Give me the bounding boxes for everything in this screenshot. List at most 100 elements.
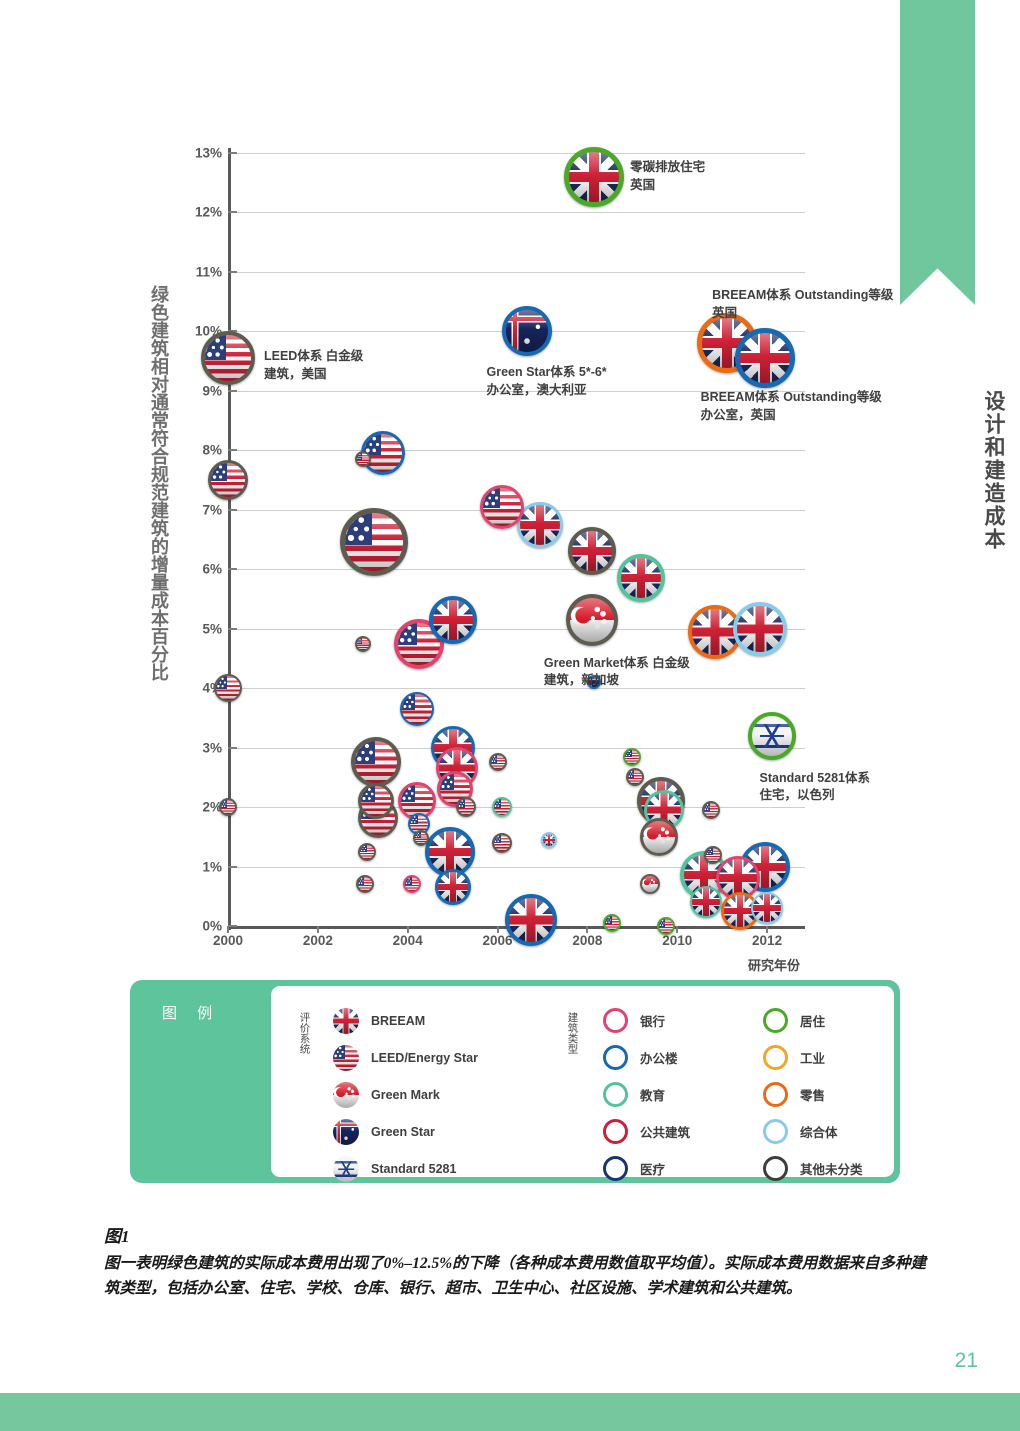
legend-building-item[interactable]: 医疗: [603, 1156, 665, 1181]
legend-rating-header: 评价系统: [298, 1012, 311, 1054]
legend-rating-label: Green Mark: [371, 1088, 440, 1102]
chart-bubble-uk-office: [425, 826, 476, 877]
gridline: [228, 390, 805, 392]
annotation-au-green-star: Green Star体系 5*-6* 办公室，澳大利亚: [486, 365, 607, 398]
chart-bubble-uk-resident: [564, 146, 625, 207]
x-tick-mark: [227, 926, 229, 933]
legend-building-label: 医疗: [640, 1163, 666, 1177]
y-tick-label: 8%: [202, 442, 222, 458]
y-tick-mark: [228, 449, 237, 452]
chart-bubble-sg-other: [565, 593, 618, 646]
chart-bubble-uk-retail: [721, 892, 760, 931]
annotation-uk-breeam-outstanding-office: BREEAM体系 Outstanding等级 办公室，英国: [700, 390, 882, 422]
annotation-uk-breeam-outstanding-top: BREEAM体系 Outstanding等级 英国: [712, 288, 894, 321]
x-tick-mark: [406, 926, 409, 933]
chart-bubble-us-other: [701, 801, 720, 820]
y-tick-label: 9%: [202, 383, 222, 399]
legend-inner-panel: 评价系统 建筑类型 BREEAM LEED/Energy Star Green Ma…: [270, 985, 895, 1182]
y-tick-mark: [228, 389, 237, 392]
flag-uk-icon: [333, 1008, 359, 1034]
gridline: [228, 628, 805, 630]
legend-rating-item[interactable]: LEED/Energy Star: [333, 1045, 478, 1071]
legend-building-item[interactable]: 居住: [763, 1008, 825, 1033]
chart-bubble-uk-education: [690, 886, 723, 919]
legend-rating-item[interactable]: Standard 5281: [333, 1156, 456, 1182]
bubble-chart: 绿色建筑相对通常符合规范建筑的增量成本百分比 研究年份 0% 1% 2% 3% 4% 5%…: [149, 145, 894, 974]
legend-building-header: 建筑类型: [566, 1012, 579, 1054]
legend-building-item[interactable]: 其他未分类: [763, 1156, 863, 1181]
chart-bubble-uk-education: [617, 554, 666, 603]
legend-rating-label: Green Star: [371, 1125, 435, 1139]
x-tick-label: 2002: [302, 933, 333, 948]
legend-ring-icon: [603, 1045, 628, 1070]
legend-ring-icon: [603, 1119, 628, 1144]
legend-building-label: 综合体: [800, 1126, 838, 1140]
chart-bubble-us-office: [399, 691, 434, 726]
chart-bubble-us-bank: [436, 771, 473, 808]
y-tick-label: 11%: [195, 264, 222, 280]
bottom-green-bar: [0, 1393, 1020, 1431]
chart-bubble-us-other: [356, 875, 374, 894]
legend-building-item[interactable]: 银行: [603, 1008, 665, 1033]
y-axis-title: 绿色建筑相对通常符合规范建筑的增量成本百分比: [149, 285, 169, 681]
chart-bubble-us-other: [488, 753, 507, 772]
y-tick-label: 6%: [202, 561, 222, 577]
gridline: [228, 688, 805, 690]
x-tick-label: 2000: [212, 933, 244, 948]
legend-building-item[interactable]: 教育: [603, 1082, 665, 1107]
legend-ring-icon: [763, 1045, 788, 1070]
y-tick-label: 0%: [202, 918, 222, 934]
legend-ring-icon: [603, 1082, 628, 1107]
legend-ring-icon: [763, 1119, 788, 1144]
x-tick-label: 2010: [662, 933, 693, 948]
star-of-david-icon: [759, 723, 784, 748]
y-tick-label: 5%: [202, 621, 222, 637]
gridline: [228, 153, 805, 154]
legend-ring-icon: [603, 1008, 628, 1033]
legend-building-item[interactable]: 公共建筑: [603, 1119, 690, 1144]
y-tick-mark: [228, 627, 237, 630]
y-tick-mark: [228, 925, 237, 927]
flag-au-icon: [333, 1119, 359, 1145]
x-tick-mark: [316, 926, 319, 933]
legend-building-item[interactable]: 办公楼: [603, 1045, 678, 1070]
legend-building-item[interactable]: 零售: [763, 1082, 825, 1107]
page-number: 21: [954, 1349, 978, 1372]
chart-bubble-us-resident: [656, 917, 675, 935]
legend-ring-icon: [763, 1082, 788, 1107]
legend-rating-label: Standard 5281: [371, 1162, 457, 1176]
legend-rating-item[interactable]: BREEAM: [333, 1008, 425, 1034]
chart-bubble-us-education: [492, 797, 513, 818]
chart-bubble-us-other: [492, 832, 513, 853]
legend-building-label: 办公楼: [640, 1052, 678, 1066]
chart-bubble-us-bank: [393, 618, 444, 669]
chart-bubble-us-other: [358, 783, 395, 820]
chart-bubble-us-other: [456, 797, 477, 818]
legend-rating-item[interactable]: Green Star: [333, 1119, 435, 1145]
y-tick-label: 7%: [202, 502, 222, 518]
chart-bubble-uk-office: [434, 869, 471, 906]
legend-building-item[interactable]: 工业: [763, 1045, 825, 1070]
chart-bubble-us-resident: [603, 914, 622, 933]
x-tick-label: 2004: [392, 933, 423, 948]
star-of-david-icon: [338, 1161, 354, 1177]
legend-rating-item[interactable]: Green Mark: [333, 1082, 440, 1108]
annotation-us-leed-platinum: LEED体系 白金级 建筑，美国: [264, 349, 364, 381]
flag-il-icon: [333, 1156, 359, 1182]
figure-caption: 图1 图一表明绿色建筑的实际成本费用出现了0%–12.5%的下降（各种成本费用数…: [104, 1222, 926, 1301]
x-tick-label: 2006: [482, 933, 513, 948]
y-tick-mark: [228, 508, 237, 511]
chart-bubble-uk-mixed: [541, 831, 558, 848]
legend-building-label: 居住: [800, 1015, 826, 1029]
legend-building-item[interactable]: 综合体: [763, 1119, 838, 1144]
legend: 图 例 评价系统 建筑类型 BREEAM LEED/Energy Star Gree…: [130, 980, 900, 1183]
gridline: [228, 450, 805, 452]
chart-bubble-au-office: [587, 675, 602, 690]
x-tick-label: 2008: [572, 933, 603, 948]
chart-bubble-sg-other: [640, 817, 679, 856]
annotation-uk-zero-carbon: 零碳排放住宅 英国: [630, 159, 706, 192]
y-tick-label: 13%: [194, 145, 222, 161]
legend-building-label: 教育: [640, 1089, 666, 1103]
y-tick-mark: [228, 865, 237, 868]
chart-bubble-uk-office: [734, 328, 795, 389]
